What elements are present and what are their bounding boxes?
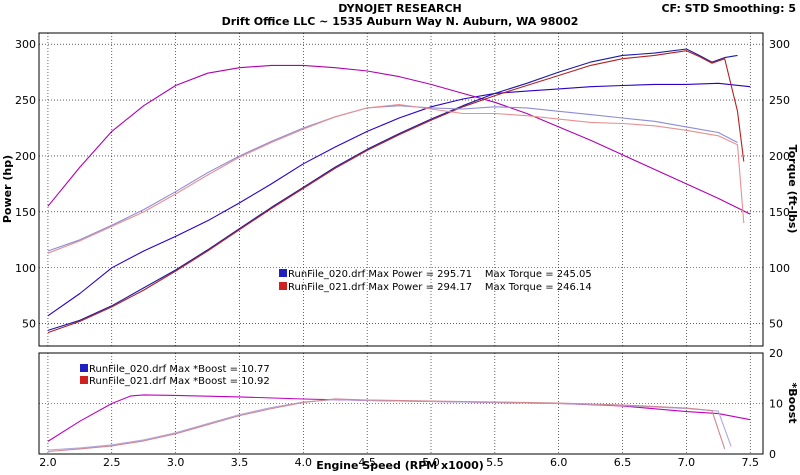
torque-tick-0: 50 [769, 318, 783, 331]
settings-label: CF: STD Smoothing: 5 [661, 2, 796, 15]
power-tick-3: 200 [15, 150, 36, 163]
boost-axis-ticks: 0 10 20 [769, 347, 783, 461]
boost-tick-1: 10 [769, 398, 783, 411]
torque-axis-ticks: 50 100 150 200 250 300 [769, 38, 790, 330]
rpm-tick-10: 7.0 [678, 456, 696, 469]
boost-legend-swatch-021 [80, 376, 88, 384]
main-series-2 [47, 48, 738, 331]
torque-tick-1: 100 [769, 262, 790, 275]
main-series-1 [47, 64, 751, 215]
rpm-tick-9: 6.5 [614, 456, 632, 469]
main-plot-frame [38, 32, 764, 347]
power-tick-2: 150 [15, 206, 36, 219]
power-tick-5: 300 [15, 38, 36, 51]
boost-series-lines [47, 394, 751, 453]
power-tick-0: 50 [22, 318, 36, 331]
legend-swatch-020 [279, 269, 287, 277]
main-legend: RunFile_020.drf Max Power = 295.71 Max T… [279, 269, 592, 293]
rpm-axis-label: Engine Speed (RPM x1000) [316, 459, 484, 472]
rpm-tick-0: 2.0 [39, 456, 57, 469]
rpm-tick-6: 5.0 [422, 456, 440, 469]
legend-swatch-021 [279, 282, 287, 290]
rpm-tick-2: 3.0 [167, 456, 185, 469]
boost-tick-2: 20 [769, 347, 783, 360]
boost-series-2 [47, 398, 726, 453]
rpm-tick-11: 7.5 [741, 456, 759, 469]
main-series-0 [47, 82, 751, 317]
torque-axis-label: Torque (ft-lbs) [786, 145, 799, 234]
chart-title: DYNOJET RESEARCH [338, 2, 461, 15]
boost-legend-swatch-020 [80, 364, 88, 372]
boost-legend-entry-021: RunFile_021.drf Max *Boost = 10.92 [89, 376, 270, 387]
legend-entry-020: RunFile_020.drf Max Power = 295.71 Max T… [288, 269, 592, 280]
boost-tick-0: 0 [769, 448, 776, 461]
main-series-4 [47, 105, 738, 252]
main-series-5 [47, 103, 745, 254]
rpm-tick-1: 2.5 [103, 456, 121, 469]
rpm-tick-7: 5.5 [486, 456, 504, 469]
boost-grid [39, 353, 763, 454]
torque-tick-5: 300 [769, 38, 790, 51]
main-grid [39, 33, 763, 346]
torque-tick-4: 250 [769, 94, 790, 107]
power-axis-label: Power (hp) [1, 155, 14, 223]
main-series-3 [47, 50, 745, 334]
torque-tick-2: 150 [769, 206, 790, 219]
main-series-lines [47, 48, 751, 334]
power-axis-ticks: 50 100 150 200 250 300 [15, 38, 36, 330]
torque-tick-3: 200 [769, 150, 790, 163]
legend-entry-021: RunFile_021.drf Max Power = 294.17 Max T… [288, 282, 592, 293]
chart-subtitle: Drift Office LLC ~ 1535 Auburn Way N. Au… [222, 15, 579, 28]
rpm-tick-3: 3.5 [231, 456, 249, 469]
rpm-tick-4: 4.0 [295, 456, 313, 469]
boost-legend: RunFile_020.drf Max *Boost = 10.77 RunFi… [80, 364, 270, 387]
power-tick-1: 100 [15, 262, 36, 275]
boost-axis-label: *Boost [786, 382, 799, 423]
rpm-tick-8: 6.0 [550, 456, 568, 469]
power-tick-4: 250 [15, 94, 36, 107]
rpm-axis-ticks: 2.0 2.5 3.0 3.5 4.0 4.5 5.0 5.5 6.0 6.5 7.0 7.5 [39, 456, 759, 469]
boost-legend-entry-020: RunFile_020.drf Max *Boost = 10.77 [89, 364, 270, 375]
rpm-tick-5: 4.5 [358, 456, 376, 469]
